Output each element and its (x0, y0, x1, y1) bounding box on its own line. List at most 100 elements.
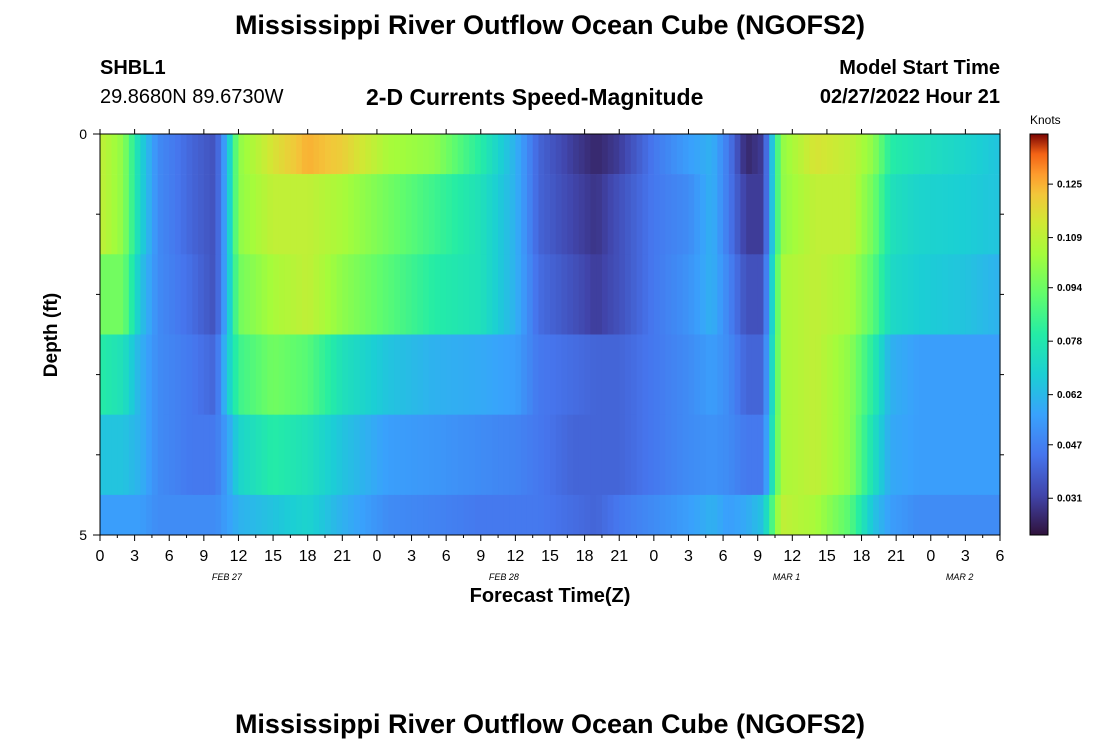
heatmap-cell (186, 134, 193, 175)
heatmap-cell (232, 174, 240, 255)
heatmap-cell (775, 414, 782, 496)
x-tick-label: 3 (407, 548, 416, 565)
heatmap-cell (861, 174, 868, 255)
heatmap-cell (330, 494, 338, 536)
heatmap-cell (503, 174, 511, 255)
heatmap-cell (238, 414, 245, 496)
heatmap-cell (423, 254, 430, 335)
heatmap-cell (221, 414, 228, 496)
heatmap-cell (538, 134, 545, 175)
heatmap-cell (734, 174, 741, 255)
heatmap-cell (221, 254, 228, 335)
heatmap-cell (232, 414, 240, 496)
heatmap-cell (619, 414, 626, 496)
heatmap-cell (573, 494, 580, 536)
heatmap-cell (353, 254, 361, 335)
heatmap-cell (919, 334, 926, 415)
heatmap-cell (250, 334, 257, 415)
heatmap-cell (942, 494, 949, 536)
heatmap-cell (832, 134, 840, 175)
heatmap-cell (746, 494, 753, 536)
heatmap-cell (665, 254, 672, 335)
heatmap-cell (359, 174, 366, 255)
heatmap-cell (428, 334, 436, 415)
heatmap-cell (728, 174, 736, 255)
heatmap-cell (226, 334, 234, 415)
heatmap-cell (440, 134, 447, 175)
heatmap-cell (301, 334, 309, 415)
heatmap-cell (959, 334, 966, 415)
heatmap-cell (284, 254, 291, 335)
heatmap-cell (394, 254, 401, 335)
heatmap-cell (642, 134, 649, 175)
heatmap-cell (826, 174, 834, 255)
heatmap-cell (780, 174, 788, 255)
heatmap-cell (198, 414, 205, 496)
heatmap-cell (901, 334, 909, 415)
heatmap-cell (573, 414, 580, 496)
heatmap-cell (290, 134, 297, 175)
heatmap-cell (157, 174, 165, 255)
heatmap-cell (971, 414, 978, 496)
heatmap-cell (261, 174, 268, 255)
heatmap-cell (665, 494, 672, 536)
heatmap-cell (550, 494, 557, 536)
heatmap-cell (988, 134, 995, 175)
y-tick-label: 0 (79, 126, 87, 142)
heatmap-cell (411, 414, 418, 496)
heatmap-cell (278, 334, 286, 415)
heatmap-cell (953, 134, 961, 175)
heatmap-cell (930, 254, 938, 335)
heatmap-cell (463, 174, 470, 255)
heatmap-cell (151, 174, 159, 255)
heatmap-cell (232, 494, 240, 536)
heatmap-cell (861, 414, 868, 496)
heatmap-cell (111, 134, 118, 175)
heatmap-cell (400, 254, 407, 335)
heatmap-cell (855, 134, 863, 175)
heatmap-cell (278, 174, 286, 255)
heatmap-cell (919, 414, 926, 496)
heatmap-cell (250, 174, 257, 255)
heatmap-cell (665, 174, 672, 255)
x-tick-label: 0 (372, 548, 381, 565)
heatmap-cell (342, 414, 349, 496)
heatmap-cell (169, 414, 176, 496)
heatmap-cell (480, 334, 488, 415)
heatmap-cell (769, 174, 776, 255)
heatmap-cell (163, 494, 170, 536)
heatmap-cell (434, 174, 441, 255)
heatmap-cell (278, 134, 286, 175)
heatmap-cell (792, 334, 799, 415)
heatmap-cell (192, 254, 199, 335)
heatmap-cell (550, 414, 557, 496)
heatmap-cell (578, 494, 586, 536)
heatmap-cell (601, 334, 609, 415)
heatmap-cell (590, 254, 597, 335)
heatmap-cell (948, 334, 955, 415)
heatmap-cell (123, 334, 130, 415)
heatmap-cell (873, 334, 880, 415)
heatmap-cell (284, 134, 291, 175)
heatmap-cell (434, 254, 441, 335)
heatmap-cell (850, 494, 857, 536)
heatmap-cell (446, 254, 453, 335)
heatmap-cell (486, 254, 493, 335)
date-label: MAR 1 (773, 572, 801, 582)
heatmap-cell (988, 334, 995, 415)
heatmap-cell (336, 414, 343, 496)
heatmap-cell (786, 334, 793, 415)
heatmap-cell (128, 494, 136, 536)
heatmap-cell (659, 174, 666, 255)
heatmap-cell (648, 174, 655, 255)
heatmap-cell (705, 134, 713, 175)
heatmap-cell (948, 174, 955, 255)
heatmap-cell (688, 134, 695, 175)
heatmap-cell (348, 254, 355, 335)
heatmap-cell (498, 134, 505, 175)
heatmap-cell (330, 254, 338, 335)
heatmap-cell (873, 414, 880, 496)
heatmap-cell (359, 414, 366, 496)
heatmap-cell (111, 414, 118, 496)
heatmap-cell (700, 494, 707, 536)
